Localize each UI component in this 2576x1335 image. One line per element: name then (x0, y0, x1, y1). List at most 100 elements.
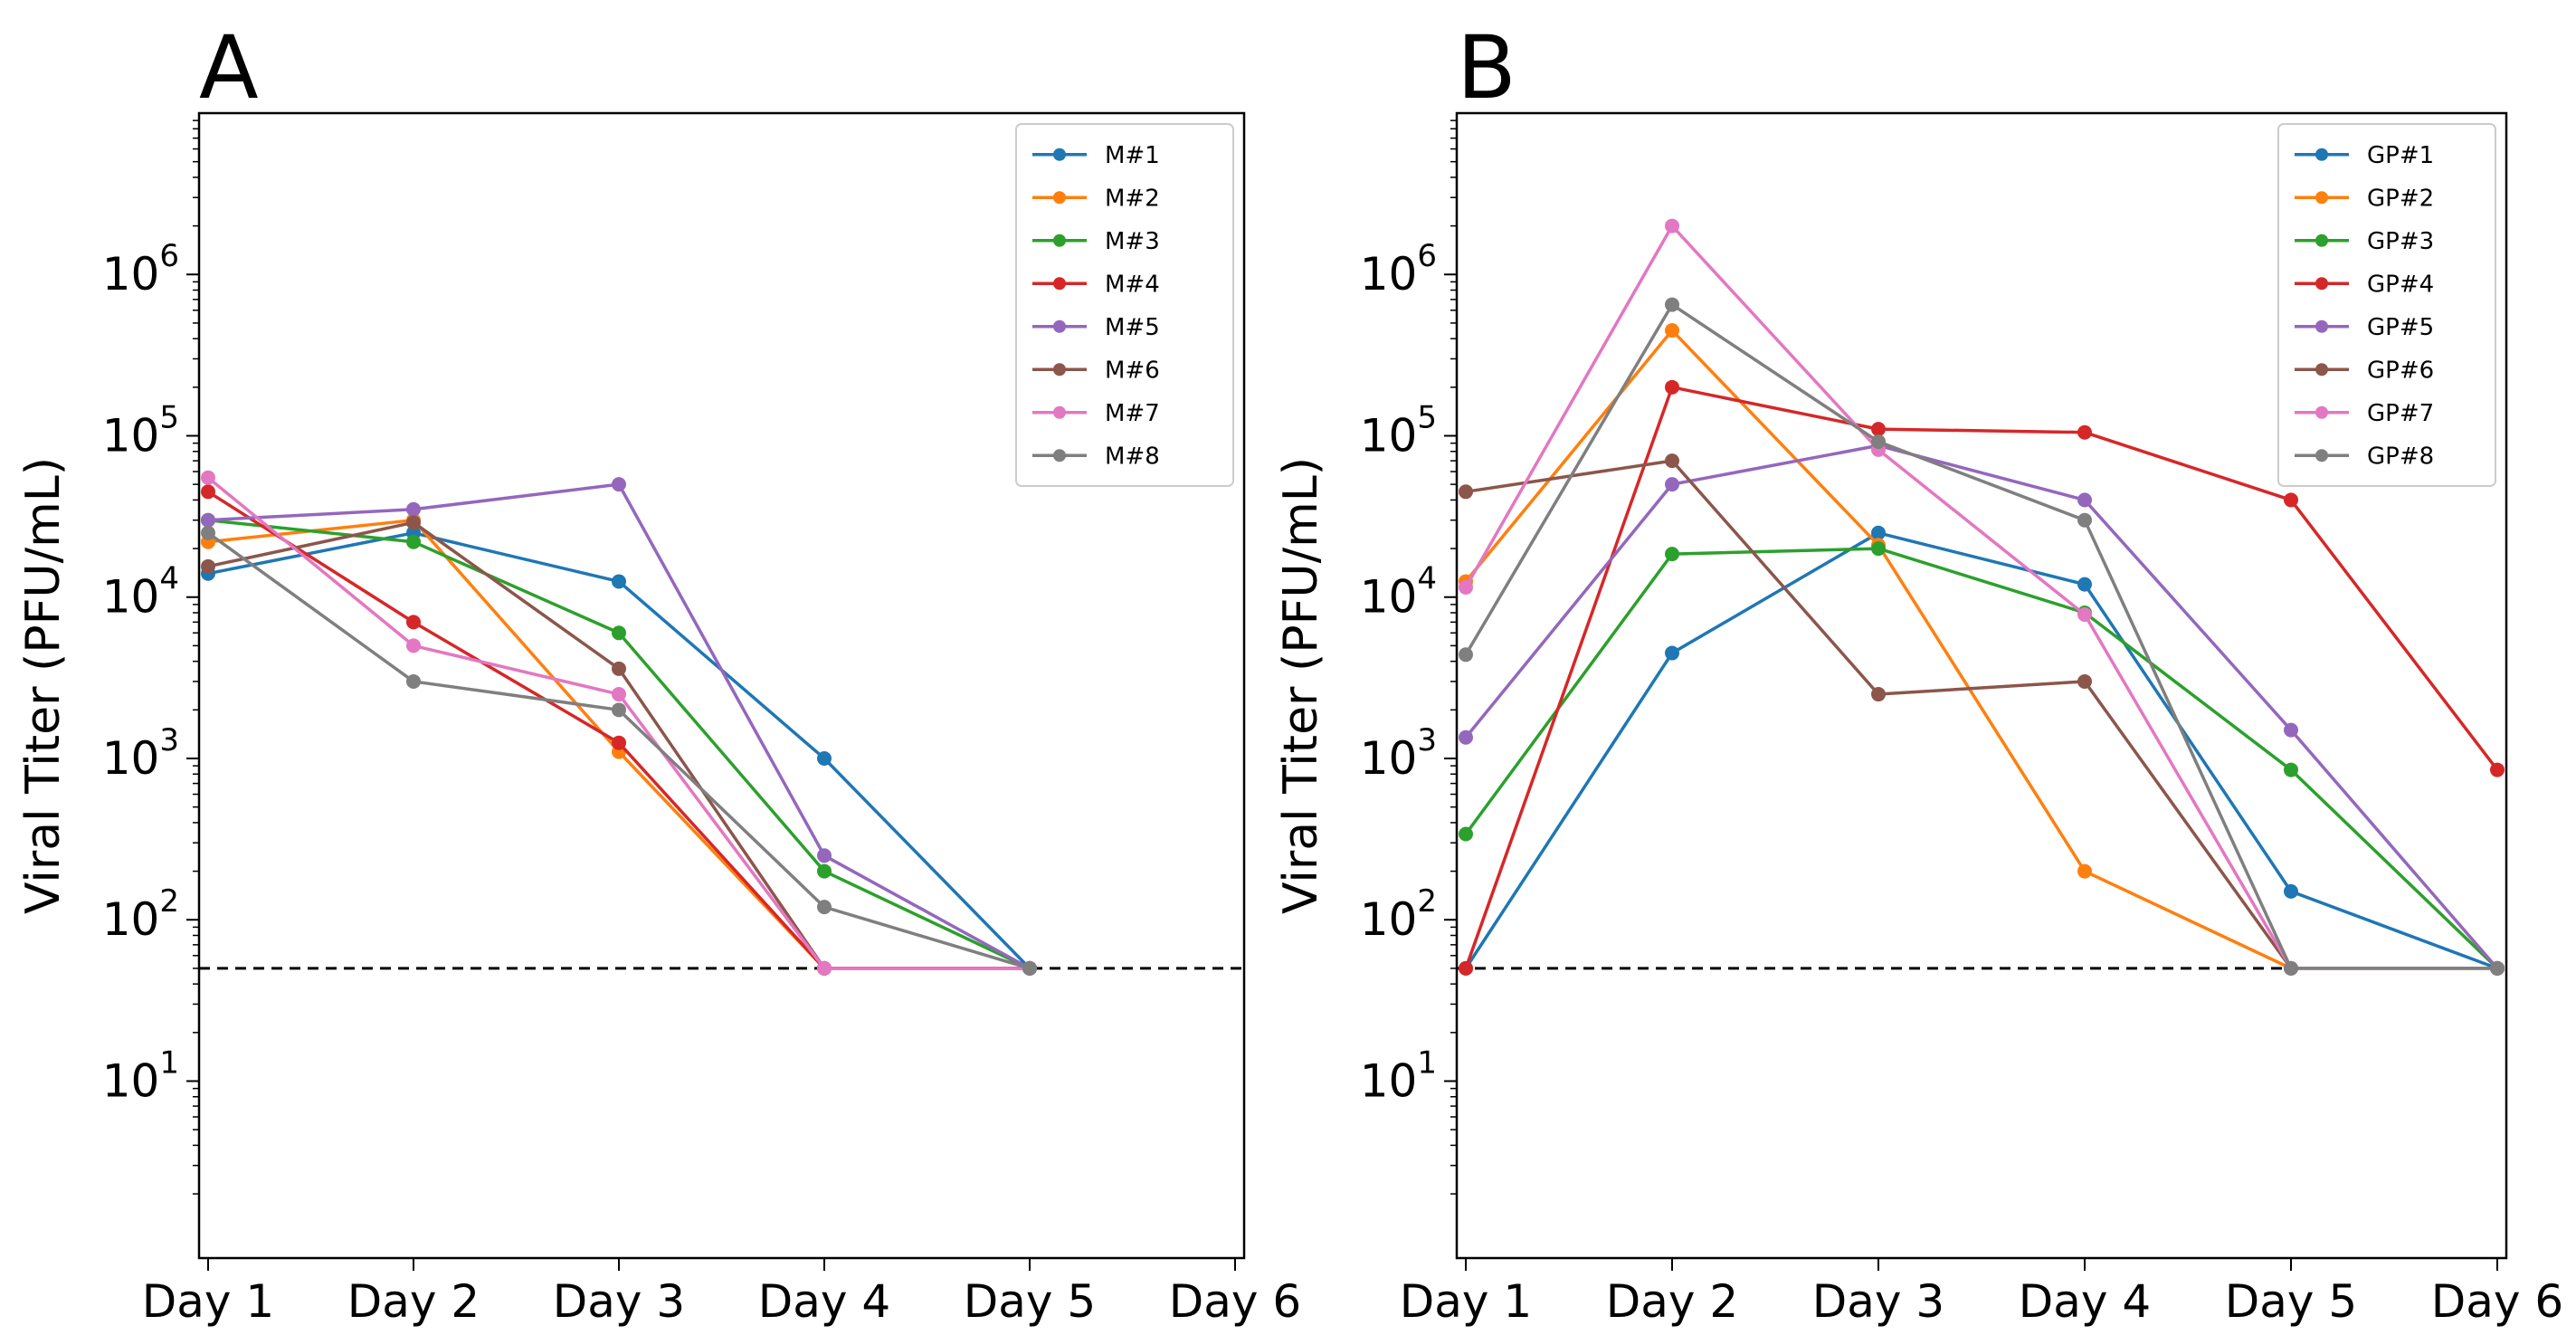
x-tick-label: Day 5 (964, 1275, 1096, 1328)
legend-label: GP#1 (2367, 142, 2434, 169)
data-point (817, 863, 832, 879)
data-point (406, 515, 421, 530)
legend-swatch-marker (2315, 319, 2328, 333)
legend-swatch-marker (1053, 449, 1066, 462)
legend-swatch-marker (2315, 405, 2328, 419)
legend-swatch-marker (2315, 363, 2328, 377)
data-point (201, 512, 215, 528)
legend: GP#1 GP#2 GP#3 GP#4 GP#5 GP#6 GP#7 GP#8 (2277, 123, 2496, 487)
data-point (2284, 960, 2298, 976)
x-tick-label: Day 4 (758, 1275, 890, 1328)
data-point (201, 484, 215, 500)
data-point (817, 900, 832, 915)
series-line (207, 482, 1031, 970)
legend-label: GP#6 (2367, 357, 2434, 384)
data-point (2490, 762, 2505, 777)
x-tick-label: Day 2 (1606, 1275, 1738, 1328)
data-point (406, 638, 421, 653)
series-line (207, 490, 1030, 970)
data-point (406, 534, 421, 549)
series-line (1464, 302, 2497, 970)
data-point (201, 525, 215, 540)
data-point (1871, 525, 1886, 540)
data-point (1665, 477, 1679, 492)
data-point (1665, 379, 1679, 395)
data-point (2284, 883, 2298, 899)
series-m8 (201, 525, 1037, 976)
axes-frame (1455, 111, 2508, 1260)
y-tick-label: 101 (1360, 1044, 1437, 1107)
y-axis-title: Viral Titer (PFU/mL) (16, 457, 71, 914)
data-point (1871, 541, 1886, 557)
data-point (2077, 673, 2092, 689)
legend-frame (1015, 123, 1234, 487)
legend: M#1 M#2 M#3 M#4 M#5 M#6 M#7 M#8 (1015, 123, 1234, 487)
legend-swatch-marker (2315, 191, 2328, 205)
y-tick-label: 106 (102, 238, 179, 300)
x-tick-label: Day 6 (1169, 1275, 1301, 1328)
data-point (201, 470, 215, 485)
legend-swatch-marker (2315, 277, 2328, 291)
axes-frame (197, 111, 1246, 1260)
data-point (2077, 512, 2092, 528)
data-point (2077, 492, 2092, 508)
series-gp8 (1459, 297, 2505, 976)
data-point (612, 702, 626, 718)
data-point (817, 750, 832, 766)
data-point (1665, 297, 1679, 312)
legend-label: M#5 (1105, 314, 1160, 341)
legend-swatch-marker (1053, 363, 1066, 377)
series-line (1464, 547, 2499, 970)
legend-label: M#7 (1105, 400, 1160, 427)
legend-swatch-marker (1053, 234, 1066, 247)
series-gp1 (1459, 525, 2505, 976)
data-point (2284, 722, 2298, 738)
data-point (201, 558, 215, 574)
legend-label: M#2 (1105, 185, 1160, 212)
data-point (406, 673, 421, 689)
y-tick-label: 103 (1360, 722, 1437, 785)
data-point (612, 574, 626, 589)
y-tick-label: 105 (102, 399, 179, 462)
y-tick-label: 106 (1360, 238, 1437, 300)
data-point (1459, 579, 1473, 595)
legend-label: M#3 (1105, 228, 1160, 255)
series-line (1464, 443, 2499, 970)
legend-swatch-marker (1053, 148, 1066, 161)
data-point (612, 661, 626, 676)
data-point (817, 960, 832, 976)
data-point (1665, 218, 1679, 234)
x-tick-label: Day 3 (1812, 1275, 1944, 1328)
x-tick-label: Day 3 (553, 1275, 685, 1328)
series-gp4 (1459, 379, 2505, 976)
data-point (817, 848, 832, 863)
legend-swatch-marker (1053, 405, 1066, 419)
data-point (1459, 960, 1473, 976)
data-point (1459, 484, 1473, 500)
x-tick-label: Day 4 (2019, 1275, 2151, 1328)
data-point (1459, 647, 1473, 663)
legend-frame (2277, 123, 2496, 487)
series-gp3 (1459, 541, 2505, 976)
legend-swatch-marker (1053, 277, 1066, 291)
data-point (612, 735, 626, 750)
x-tick-label: Day 1 (142, 1275, 274, 1328)
legend-label: GP#7 (2367, 400, 2434, 427)
panel-letter: B (1457, 17, 1516, 119)
x-tick-label: Day 5 (2225, 1275, 2357, 1328)
data-point (1665, 453, 1679, 469)
panel-a: A Viral Titer (PFU/mL) 101 102 103 104 105 106 D… (16, 17, 1301, 1328)
y-axis-title: Viral Titer (PFU/mL) (1274, 457, 1328, 914)
data-point (2077, 424, 2092, 440)
legend-label: M#1 (1105, 142, 1160, 169)
x-tick-label: Day 1 (1400, 1275, 1532, 1328)
legend-swatch-marker (2315, 449, 2328, 462)
data-point (1022, 960, 1037, 976)
data-point (2284, 762, 2298, 777)
data-point (612, 625, 626, 641)
series-line (206, 476, 1030, 970)
panel-letter: A (199, 17, 259, 119)
data-point (2077, 606, 2092, 622)
series-line (1464, 386, 2499, 969)
